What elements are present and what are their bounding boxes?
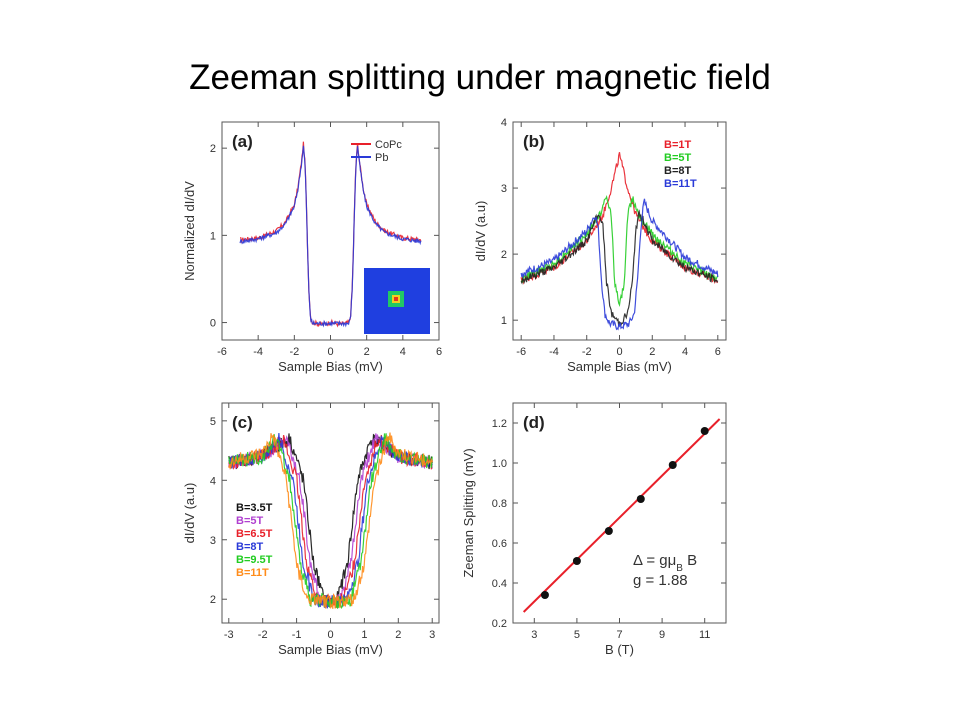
- legend-label: Pb: [375, 152, 388, 164]
- y-tick-label: 1: [501, 315, 507, 327]
- chart-panel-2: -6 -4 -2 0 2 4 6 1 2 3 4 Sample Bias (mV) dI/dV (a.u…: [473, 117, 727, 374]
- x-tick-label: -4: [549, 346, 559, 358]
- plot-area: [520, 152, 719, 331]
- y-tick-label: 1.2: [492, 418, 507, 430]
- x-tick-label: -4: [253, 346, 263, 358]
- x-tick-label: 3: [429, 629, 435, 641]
- y-tick-label: 0: [210, 318, 216, 330]
- data-point: [540, 591, 549, 599]
- x-tick-label: 3: [531, 629, 537, 641]
- series-line-b-1t: [520, 152, 718, 285]
- x-tick-label: 2: [364, 346, 370, 358]
- x-tick-label: 5: [574, 629, 580, 641]
- y-tick-label: 2: [501, 249, 507, 261]
- fit-line: [522, 418, 721, 613]
- legend-label: B=3.5T: [236, 502, 273, 514]
- plot-area: [522, 418, 721, 613]
- series-line-b-11t: [228, 432, 433, 610]
- legend-label: B=8T: [664, 165, 691, 177]
- y-axis-label: Normalized dI/dV: [182, 181, 197, 281]
- panel-label: (c): [232, 413, 253, 432]
- x-tick-label: 9: [659, 629, 665, 641]
- x-tick-label: -2: [289, 346, 299, 358]
- x-tick-label: 2: [395, 629, 401, 641]
- x-tick-label: -6: [516, 346, 526, 358]
- inset-molecule-core: [394, 297, 398, 301]
- y-tick-label: 3: [210, 535, 216, 547]
- y-tick-label: 4: [210, 475, 216, 487]
- y-axis-label: Zeeman Splitting (mV): [461, 448, 476, 577]
- plot-frame: [221, 402, 440, 624]
- x-tick-label: -6: [217, 346, 227, 358]
- panel-label: (b): [523, 132, 545, 151]
- legend-label: B=1T: [664, 139, 691, 151]
- annotation-formula: Δ = gμB B: [633, 552, 697, 574]
- plot-area: [239, 141, 422, 328]
- y-tick-label: 2: [210, 143, 216, 155]
- y-tick-label: 1.0: [492, 458, 507, 470]
- annotation-g-value: g = 1.88: [633, 572, 688, 589]
- y-tick-label: 0.2: [492, 618, 507, 630]
- legend-label: B=11T: [664, 178, 697, 190]
- legend-label: B=5T: [664, 152, 691, 164]
- data-point: [572, 557, 581, 565]
- y-axis-label: dI/dV (a.u): [182, 483, 197, 544]
- y-axis-label: dI/dV (a.u): [473, 201, 488, 262]
- y-tick-label: 1: [210, 230, 216, 242]
- x-tick-label: 4: [400, 346, 406, 358]
- x-axis-label: Sample Bias (mV): [278, 359, 383, 374]
- x-tick-label: -2: [258, 629, 268, 641]
- x-tick-label: -2: [582, 346, 592, 358]
- y-tick-label: 3: [501, 183, 507, 195]
- legend-label: B=8T: [236, 541, 263, 553]
- series-line-b-8t: [520, 209, 719, 327]
- x-tick-label: 6: [436, 346, 442, 358]
- x-tick-label: -1: [292, 629, 302, 641]
- legend-label: B=11T: [236, 567, 269, 579]
- plot-area: [228, 432, 433, 610]
- x-tick-label: 2: [649, 346, 655, 358]
- y-tick-label: 5: [210, 416, 216, 428]
- x-axis-label: Sample Bias (mV): [567, 359, 672, 374]
- series-line-b-11t: [520, 198, 719, 331]
- series-line-b-5t: [520, 194, 719, 307]
- data-point: [604, 527, 613, 535]
- x-tick-label: 1: [361, 629, 367, 641]
- slide-title: Zeeman splitting under magnetic field: [189, 58, 771, 97]
- y-tick-label: 2: [210, 594, 216, 606]
- panel-label: (d): [523, 413, 545, 432]
- x-tick-label: 0: [327, 346, 333, 358]
- x-axis-label: B (T): [605, 642, 634, 657]
- legend-label: B=6.5T: [236, 528, 273, 540]
- y-tick-label: 0.8: [492, 498, 507, 510]
- x-tick-label: 4: [682, 346, 688, 358]
- x-tick-label: 7: [616, 629, 622, 641]
- x-axis-label: Sample Bias (mV): [278, 642, 383, 657]
- x-tick-label: -3: [224, 629, 234, 641]
- y-tick-label: 4: [501, 117, 507, 129]
- y-tick-label: 0.4: [492, 578, 507, 590]
- series-line-pb: [239, 145, 422, 328]
- chart-panel-4: 3 5 7 9 11 0.2 0.4 0.6 0.8 1.0 1.2 B (T) Zeeman Spli…: [461, 402, 727, 657]
- x-tick-label: 0: [327, 629, 333, 641]
- data-point: [668, 461, 677, 469]
- data-point: [636, 495, 645, 503]
- data-point: [700, 427, 709, 435]
- chart-panel-3: -3 -2 -1 0 1 2 3 2 3 4 5 Sample Bias (mV) dI/dV (a.u…: [182, 402, 440, 657]
- legend-label: B=5T: [236, 515, 263, 527]
- y-tick-label: 0.6: [492, 538, 507, 550]
- x-tick-label: 11: [699, 629, 710, 641]
- x-tick-label: 0: [616, 346, 622, 358]
- x-tick-label: 6: [715, 346, 721, 358]
- panel-label: (a): [232, 132, 253, 151]
- legend-label: CoPc: [375, 139, 402, 151]
- legend-label: B=9.5T: [236, 554, 273, 566]
